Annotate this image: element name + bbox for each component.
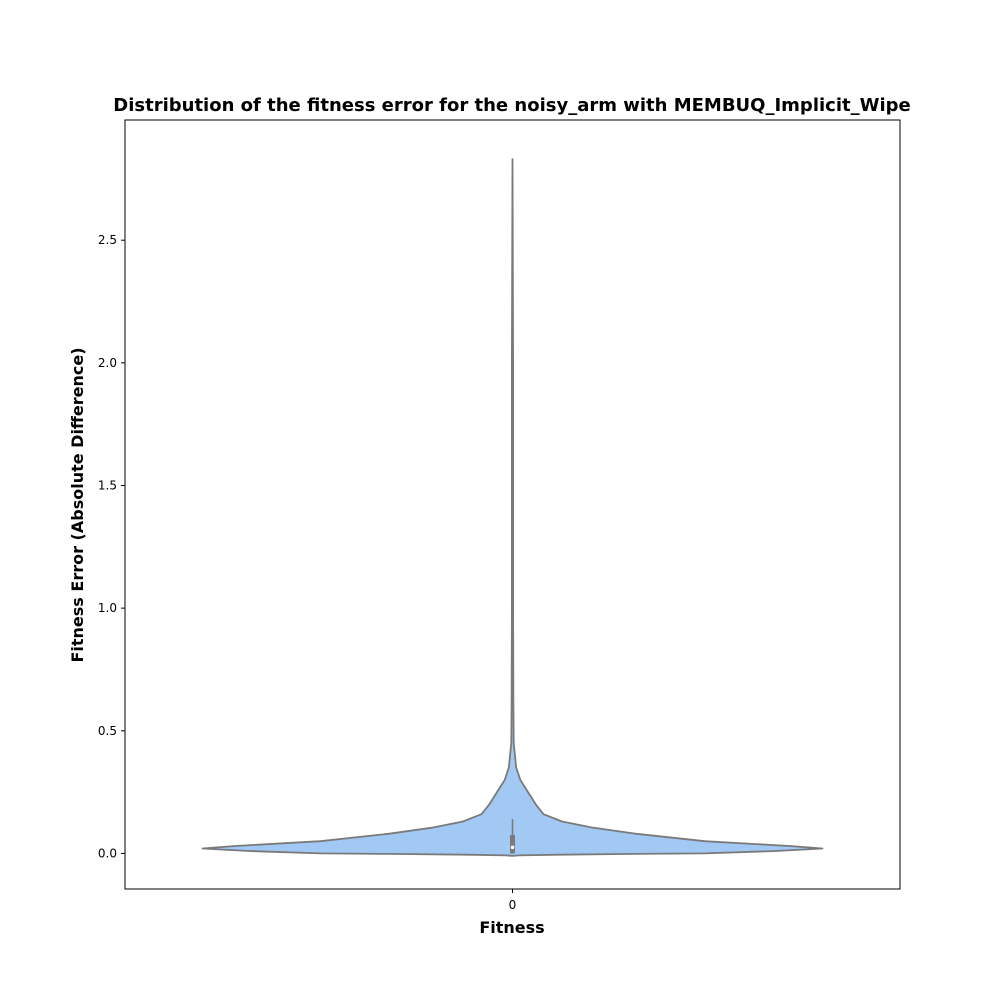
violin-median xyxy=(510,845,515,850)
y-axis-label: Fitness Error (Absolute Difference) xyxy=(68,347,87,662)
x-tick-label-0: 0 xyxy=(509,898,517,912)
y-tick-label-5: 2.5 xyxy=(98,233,117,247)
x-axis-label: Fitness xyxy=(479,918,544,937)
y-tick-label-3: 1.5 xyxy=(98,478,117,492)
violin-body xyxy=(201,158,824,857)
y-tick-label-2: 1.0 xyxy=(98,601,117,615)
violin-box xyxy=(510,835,515,854)
y-tick-label-4: 2.0 xyxy=(98,356,117,370)
y-tick-label-0: 0.0 xyxy=(98,846,117,860)
y-tick-label-1: 0.5 xyxy=(98,724,117,738)
plot-area: 0.0 0.5 1.0 1.5 2.0 2.5 0 xyxy=(98,119,901,912)
chart-title: Distribution of the fitness error for th… xyxy=(113,95,910,116)
